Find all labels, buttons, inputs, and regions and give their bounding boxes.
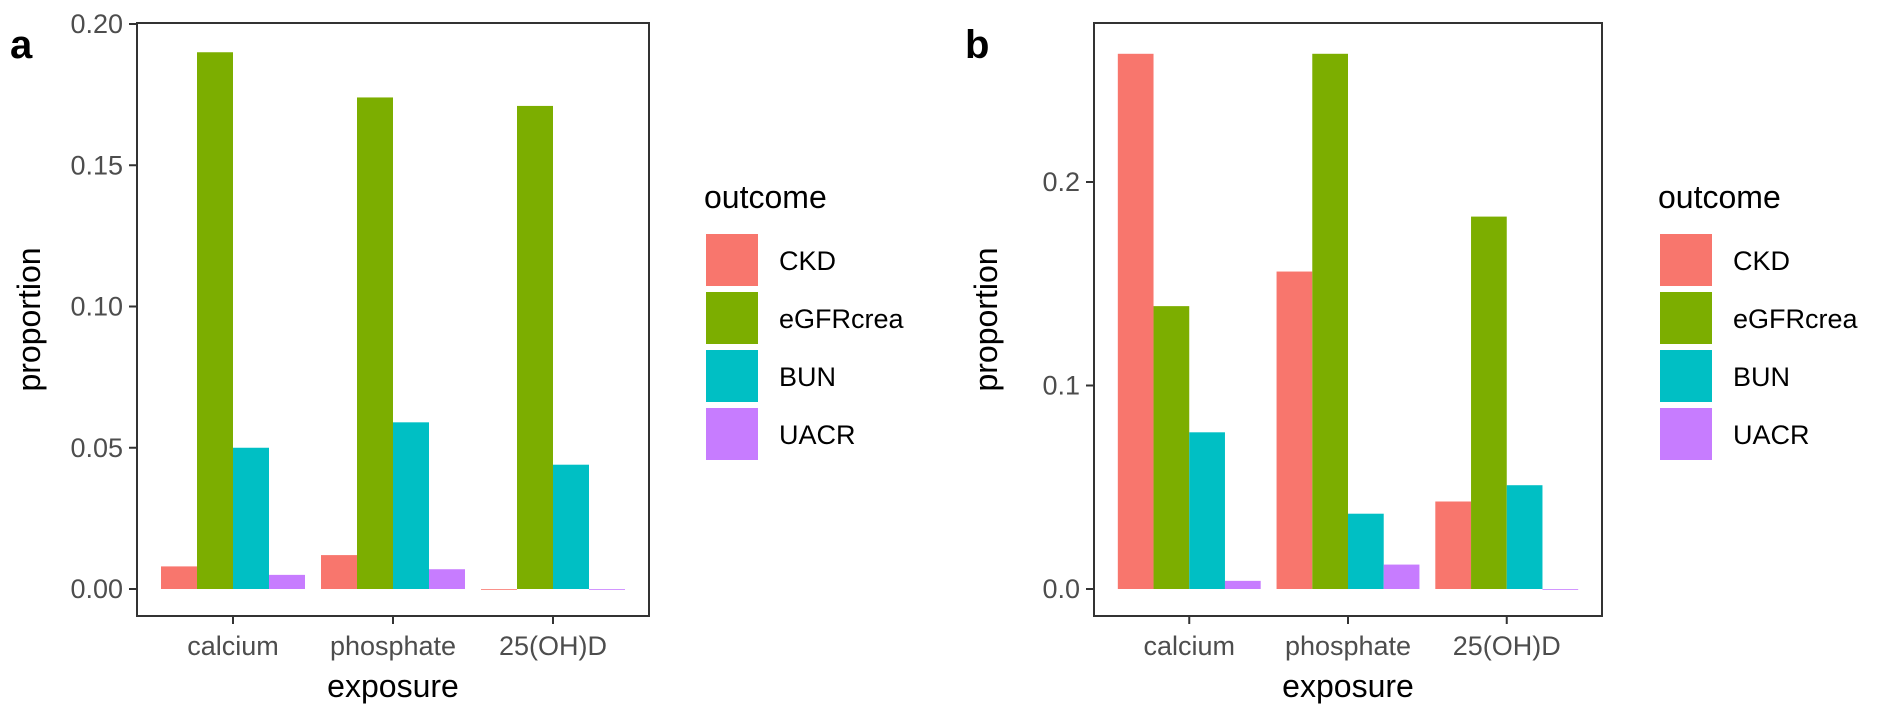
- bar: [1153, 306, 1190, 589]
- legend-label: BUN: [1733, 362, 1790, 392]
- legend-label: UACR: [1733, 420, 1810, 450]
- legend-swatch: [706, 408, 758, 460]
- bar: [1471, 216, 1507, 589]
- legend-swatch: [706, 292, 758, 344]
- panel-label-a: a: [10, 23, 33, 67]
- bar: [393, 422, 429, 589]
- x-axis-title: exposure: [327, 668, 459, 704]
- legend: outcome CKD eGFRcrea BUN UACR: [1658, 179, 1859, 460]
- y-tick-label: 0.20: [70, 9, 123, 39]
- x-axis-title: exposure: [1282, 668, 1414, 704]
- y-axis-title: proportion: [11, 247, 47, 391]
- bar: [321, 555, 357, 589]
- x-tick-label: phosphate: [330, 631, 456, 661]
- legend-swatch: [706, 234, 758, 286]
- x-tick-label: 25(OH)D: [499, 631, 607, 661]
- legend-swatch: [1660, 350, 1712, 402]
- y-axis-title: proportion: [968, 247, 1004, 391]
- y-tick-label: 0.05: [70, 433, 123, 463]
- legend-label: eGFRcrea: [779, 304, 905, 334]
- panel-label-b: b: [965, 23, 989, 67]
- bar: [233, 447, 269, 589]
- y-tick-label: 0.2: [1042, 167, 1080, 197]
- bar: [517, 105, 553, 590]
- bar: [553, 464, 589, 589]
- bar: [1435, 501, 1472, 589]
- bar: [1506, 485, 1543, 589]
- legend-title: outcome: [1658, 179, 1781, 215]
- legend-label: CKD: [1733, 246, 1790, 276]
- legend-label: eGFRcrea: [1733, 304, 1859, 334]
- bar: [161, 566, 197, 589]
- chart-panel-a: 0.00 0.05 0.10 0.15 0.20 calcium phosphate 25(O…: [11, 9, 905, 704]
- x-tick-label: phosphate: [1285, 631, 1411, 661]
- bar: [429, 569, 465, 589]
- legend: outcome CKD eGFRcrea BUN UACR: [704, 179, 905, 460]
- legend-swatch: [706, 350, 758, 402]
- y-tick-label: 0.10: [70, 292, 123, 322]
- y-tick-label: 0.00: [70, 574, 123, 604]
- legend-swatch: [1660, 292, 1712, 344]
- x-tick-label: calcium: [187, 631, 279, 661]
- bar: [1383, 564, 1420, 589]
- legend-swatch: [1660, 234, 1712, 286]
- legend-label: UACR: [779, 420, 856, 450]
- bar: [589, 589, 625, 590]
- y-tick-label: 0.15: [70, 150, 123, 180]
- bar: [357, 97, 393, 589]
- y-tick-label: 0.1: [1042, 371, 1080, 401]
- bar: [1189, 432, 1225, 589]
- bar: [1542, 589, 1579, 590]
- legend-label: CKD: [779, 246, 836, 276]
- chart-panel-b: 0.0 0.1 0.2 calcium phosphate 25(OH)D exposure…: [968, 22, 1859, 704]
- bar: [1348, 513, 1384, 589]
- legend-label: BUN: [779, 362, 836, 392]
- bar: [1312, 53, 1348, 590]
- bar: [269, 574, 305, 589]
- x-tick-label: calcium: [1143, 631, 1235, 661]
- bar: [1117, 53, 1154, 590]
- bar: [1224, 580, 1261, 589]
- bar: [197, 52, 233, 589]
- bar: [1276, 271, 1313, 589]
- y-tick-label: 0.0: [1042, 574, 1080, 604]
- legend-title: outcome: [704, 179, 827, 215]
- bar: [481, 589, 517, 590]
- legend-swatch: [1660, 408, 1712, 460]
- x-tick-label: 25(OH)D: [1453, 631, 1561, 661]
